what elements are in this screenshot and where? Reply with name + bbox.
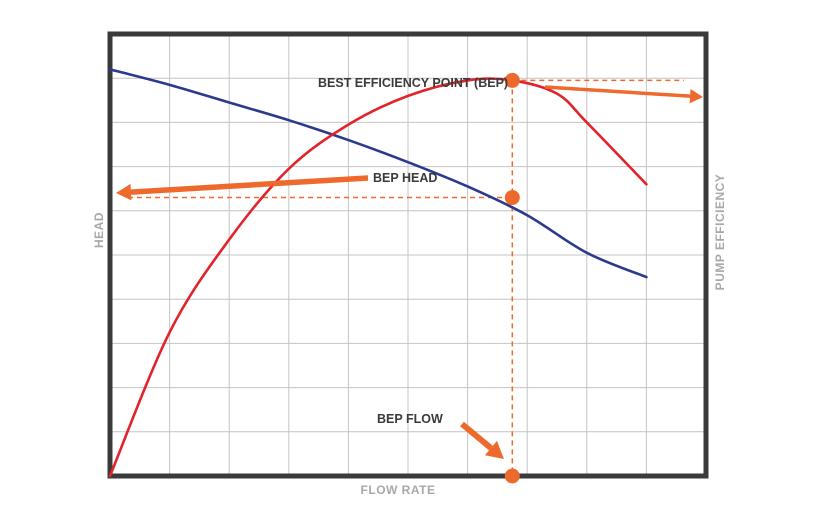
head-curve: [108, 68, 648, 279]
bep-flow-arrow-shaft: [460, 421, 493, 451]
grid-lines: [110, 34, 706, 476]
efficiency-curve: [108, 77, 648, 478]
bep-head-arrow-shaft: [130, 175, 369, 195]
bep-efficiency-marker: [504, 72, 520, 88]
plot-frame: [107, 31, 709, 479]
y-axis-title: HEAD: [92, 212, 106, 248]
bep-flow-marker: [504, 468, 520, 484]
bep-point-label: BEST EFFICIENCY POINT (BEP): [318, 76, 508, 90]
bep-point-arrow-head: [689, 89, 703, 104]
bep-point-arrow-shaft: [544, 85, 691, 98]
x-axis-title: FLOW RATE: [361, 483, 436, 497]
bep-head-arrow-head: [116, 183, 132, 201]
bep-head-label: BEP HEAD: [373, 171, 437, 185]
bep-flow-arrow-head: [484, 440, 504, 459]
curves: [108, 68, 648, 478]
bep-head-marker: [504, 190, 520, 206]
y2-axis-title: PUMP EFFICIENCY: [713, 174, 727, 291]
bep-flow-label: BEP FLOW: [377, 412, 443, 426]
bep-guide-lines: [128, 79, 684, 476]
bep-markers: [504, 72, 520, 484]
annotation-arrows: [116, 85, 703, 459]
